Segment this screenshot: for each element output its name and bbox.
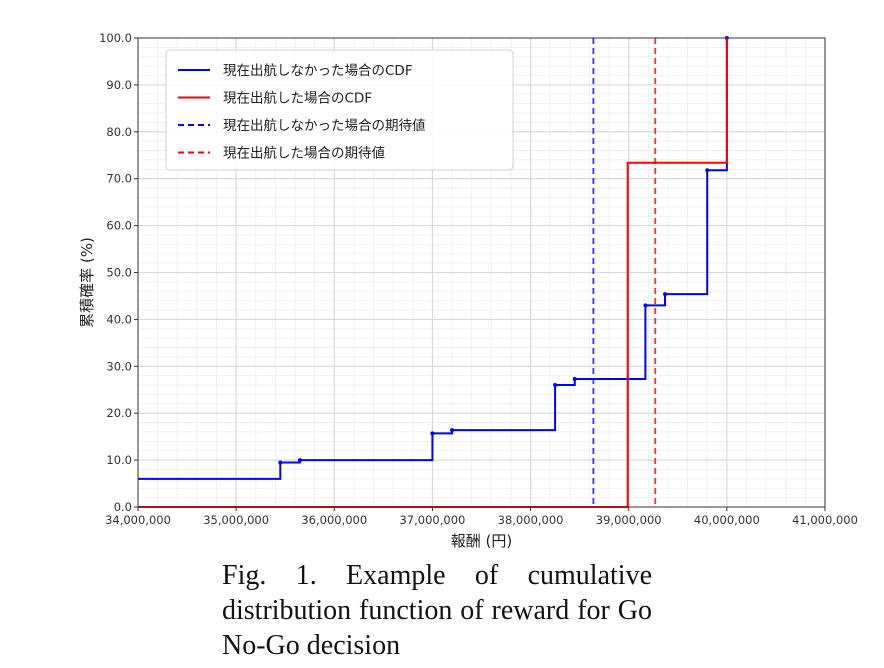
y-tick-label: 40.0 — [106, 312, 132, 326]
y-tick-label: 30.0 — [106, 359, 132, 373]
y-tick-label: 100.0 — [99, 31, 132, 45]
step-point — [278, 460, 283, 465]
legend-box — [165, 49, 514, 171]
y-tick-label: 0.0 — [114, 500, 132, 514]
step-point — [553, 383, 558, 388]
y-tick-label: 90.0 — [106, 78, 132, 92]
x-tick-label: 39,000,000 — [596, 513, 662, 527]
y-tick-label: 10.0 — [106, 453, 132, 467]
plot-frame — [137, 37, 826, 508]
y-tick-label: 80.0 — [106, 125, 132, 139]
x-tick-label: 36,000,000 — [301, 513, 367, 527]
x-tick-label: 38,000,000 — [498, 513, 564, 527]
cdf-chart: 34,000,000 35,000,000 36,000,000 37,000,000… — [78, 31, 858, 550]
step-point — [643, 303, 648, 308]
legend-label-3: 現在出航した場合の期待値 — [223, 146, 385, 162]
step-point — [572, 376, 577, 381]
x-tick-label: 41,000,000 — [792, 513, 858, 527]
y-axis-label: 累積確率 (%) — [78, 237, 96, 328]
step-point — [430, 431, 435, 436]
legend-label-1: 現在出航した場合のCDF — [223, 91, 372, 107]
y-tick-label: 20.0 — [106, 406, 132, 420]
x-axis-label: 報酬 (円) — [451, 532, 512, 550]
x-tick-label: 34,000,000 — [105, 513, 171, 527]
y-tick-label: 60.0 — [106, 219, 132, 233]
figure-caption: Fig. 1. Example of cumulative distributi… — [222, 560, 652, 661]
step-point — [705, 168, 710, 173]
x-tick-label: 35,000,000 — [203, 513, 269, 527]
y-tick-label: 50.0 — [106, 266, 132, 280]
legend-label-0: 現在出航しなかった場合のCDF — [223, 63, 413, 79]
step-point — [450, 428, 455, 433]
step-point — [297, 458, 302, 463]
y-tick-label: 70.0 — [106, 172, 132, 186]
legend-label-2: 現在出航しなかった場合の期待値 — [223, 118, 426, 134]
step-point — [663, 292, 668, 297]
x-tick-label: 40,000,000 — [694, 513, 760, 527]
x-tick-label: 37,000,000 — [399, 513, 465, 527]
